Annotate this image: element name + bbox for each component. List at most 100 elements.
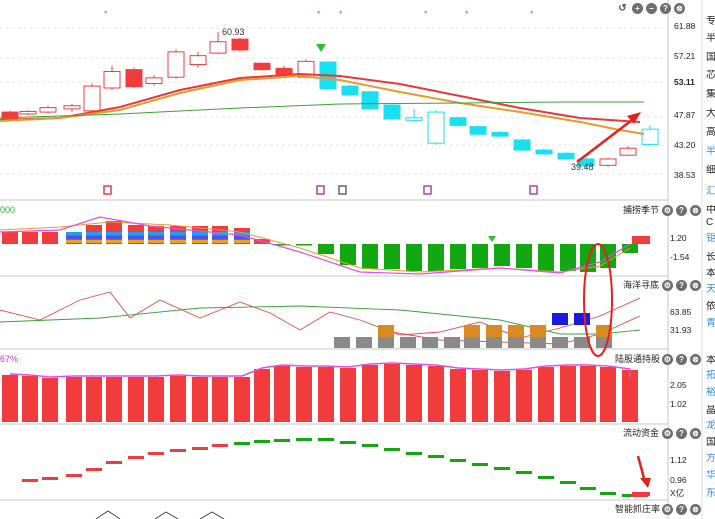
capital-flow-bar <box>560 481 576 484</box>
panel5-settings-icon[interactable]: ⚙ <box>662 504 673 515</box>
candle-body <box>19 110 37 115</box>
sidebar-stock-item[interactable]: 长 <box>706 252 715 263</box>
sidebar-stock-item[interactable]: 裕 <box>706 387 715 398</box>
zoom-in-icon[interactable]: + <box>632 3 643 14</box>
sidebar-stock-item[interactable]: 中 <box>706 205 715 216</box>
capital-flow-last <box>632 492 650 496</box>
season-bar <box>428 244 444 271</box>
hk-holding-bar <box>538 367 554 422</box>
hk-holding-line <box>9 362 631 378</box>
sidebar-stock-item[interactable]: 晶 <box>706 405 715 416</box>
hk-holding-bar <box>86 377 102 422</box>
event-star-icon[interactable]: * <box>339 9 343 19</box>
highlight-ellipse <box>583 243 613 357</box>
ocean-bar-gray <box>400 337 416 348</box>
event-star-icon[interactable]: * <box>465 9 469 19</box>
panel4-close-icon[interactable]: ⊗ <box>690 428 701 439</box>
hk-holding-bar <box>2 375 18 422</box>
panel4-tick-2: 0.96 <box>670 475 687 485</box>
sidebar-stock-item[interactable]: 天 <box>706 284 715 295</box>
sidebar-stock-item[interactable]: 集 <box>706 89 715 100</box>
sidebar-stock-item[interactable]: 龙 <box>706 420 715 431</box>
sidebar-stock-item[interactable]: 东 <box>706 488 715 499</box>
panel3-settings-icon[interactable]: ⚙ <box>662 354 673 365</box>
panel5-shape <box>95 510 121 519</box>
sidebar-stock-item[interactable]: 国 <box>706 437 715 448</box>
panel2-settings-icon[interactable]: ⚙ <box>662 280 673 291</box>
candle-body <box>145 77 163 85</box>
sidebar-stock-item[interactable]: 依 <box>706 301 715 312</box>
sidebar-stock-item[interactable]: 专 <box>706 16 715 27</box>
event-star-icon[interactable]: * <box>424 9 428 19</box>
panel1-left-label: 000 <box>0 205 16 215</box>
sidebar-stock-item[interactable]: 拓 <box>706 370 715 381</box>
season-bar <box>560 244 576 271</box>
capital-flow-bar <box>22 479 38 482</box>
zoom-out-icon[interactable]: − <box>646 3 657 14</box>
season-bar-strip <box>170 232 186 235</box>
sidebar-stock-item[interactable]: 大 <box>706 108 715 119</box>
sidebar-stock-item[interactable]: 青 <box>706 318 715 329</box>
sidebar-stock-item[interactable]: 国 <box>706 52 715 63</box>
panel5-close-icon[interactable]: ⊗ <box>690 504 701 515</box>
panel2-help-icon[interactable]: ? <box>676 280 687 291</box>
sidebar-stock-item[interactable]: 芯 <box>706 70 715 81</box>
panel4-help-icon[interactable]: ? <box>676 428 687 439</box>
panel5-help-icon[interactable]: ? <box>676 504 687 515</box>
sidebar-stock-item[interactable]: 华 <box>706 470 715 481</box>
flow-arrow <box>636 455 647 483</box>
panel3-name[interactable]: 陆股通持股 <box>613 354 663 365</box>
ocean-bar-color <box>574 313 590 325</box>
sidebar-stock-item[interactable]: 本 <box>706 268 715 279</box>
panel4-settings-icon[interactable]: ⚙ <box>662 428 673 439</box>
panel3-help-icon[interactable]: ? <box>676 354 687 365</box>
flow-arrow-head <box>640 478 651 488</box>
hk-holding-bar <box>622 370 638 422</box>
panel2-close-icon[interactable]: ⊗ <box>690 280 701 291</box>
panel1-help-icon[interactable]: ? <box>676 205 687 216</box>
season-bar <box>274 244 290 246</box>
sidebar-stock-item[interactable]: 高 <box>706 127 715 138</box>
sidebar-stock-item[interactable]: 钜 <box>706 233 715 244</box>
event-marker <box>423 185 432 195</box>
price-tick-6: 38.53 <box>674 170 696 180</box>
sidebar-stock-item[interactable]: 汇 <box>706 186 715 197</box>
season-bar-strip <box>148 236 164 239</box>
help-icon[interactable]: ? <box>660 3 671 14</box>
capital-flow-bar <box>362 444 378 447</box>
panel1-tick-2: -1.54 <box>670 252 690 262</box>
panel3-close-icon[interactable]: ⊗ <box>690 354 701 365</box>
capital-flow-bar <box>42 477 58 480</box>
event-star-icon[interactable]: * <box>104 9 108 19</box>
panel2-tick-1: 63.85 <box>670 307 692 317</box>
candle-body <box>469 126 487 135</box>
refresh-icon[interactable]: ↺ <box>617 3 628 14</box>
panel1-close-icon[interactable]: ⊗ <box>690 205 701 216</box>
season-bar-strip <box>128 240 144 243</box>
panel5-name[interactable]: 智能抓庄率 <box>613 504 663 515</box>
event-star-icon[interactable]: * <box>317 9 321 19</box>
close-icon[interactable]: ⊗ <box>674 3 685 14</box>
capital-flow-bar <box>192 447 208 450</box>
event-star-icon[interactable]: * <box>530 9 534 19</box>
sidebar-stock-item[interactable]: 半 <box>706 146 715 157</box>
season-bar-strip <box>192 232 208 235</box>
hk-holding-bar <box>148 377 164 422</box>
season-bar <box>340 244 356 265</box>
sidebar-stock-item[interactable]: 本 <box>706 355 715 366</box>
sidebar-stock-item[interactable]: 细 <box>706 165 715 176</box>
panel4-name[interactable]: 流动资金 <box>621 428 662 439</box>
sidebar-stock-item[interactable]: 半 <box>706 33 715 44</box>
season-bar-strip <box>106 232 122 235</box>
sidebar-stock-item[interactable]: C <box>706 217 714 228</box>
candle-body <box>535 149 553 155</box>
candle-body <box>491 131 509 137</box>
hk-holding-bar <box>66 377 82 422</box>
panel3-tick-2: 1.02 <box>670 399 687 409</box>
panel1-name[interactable]: 捕捞季节 <box>621 205 662 216</box>
panel2-name[interactable]: 海洋寻底 <box>621 280 662 291</box>
candle-body <box>405 117 423 121</box>
panel1-settings-icon[interactable]: ⚙ <box>662 205 673 216</box>
sidebar-stock-item[interactable]: 方 <box>706 453 715 464</box>
